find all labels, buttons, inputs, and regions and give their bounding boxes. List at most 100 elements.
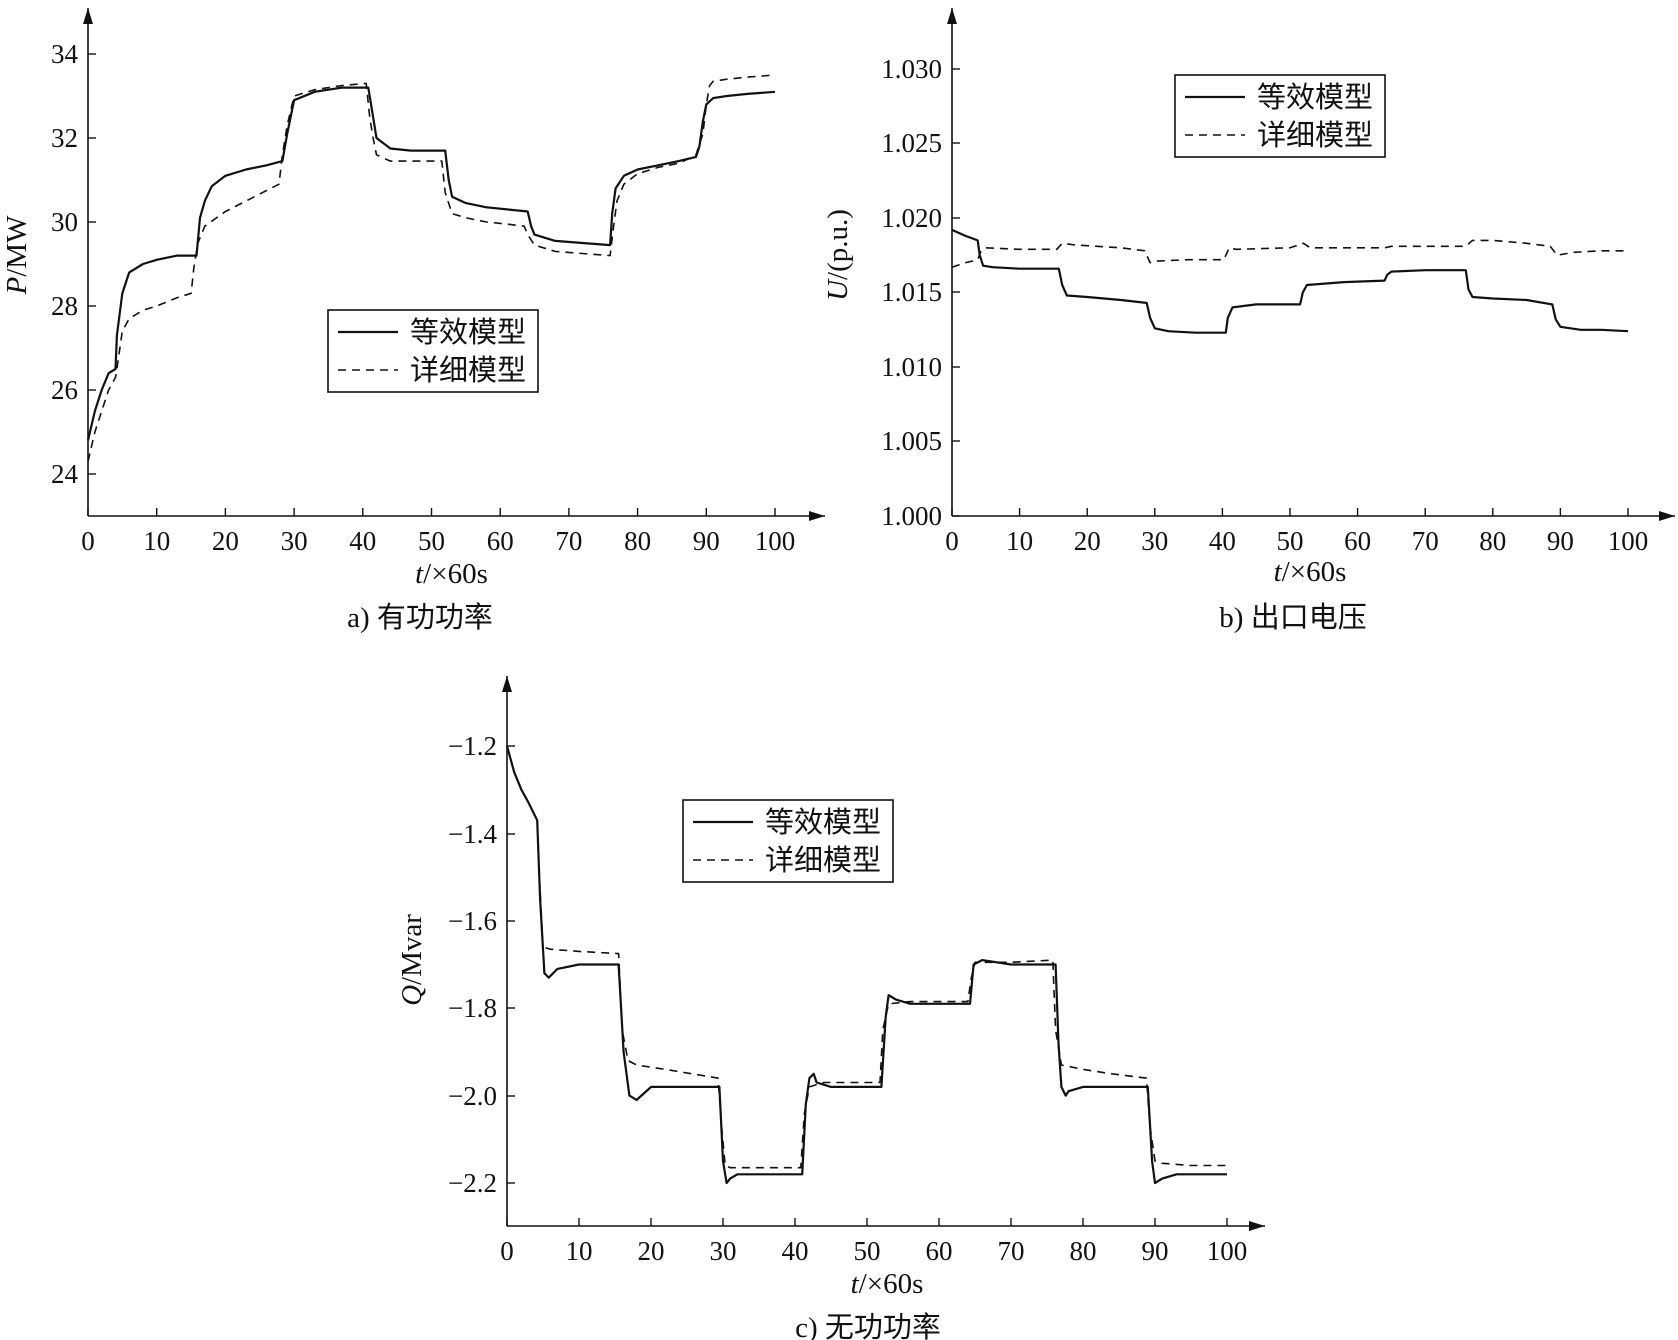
y-tick-label: −1.8: [448, 993, 497, 1023]
x-tick-label: 10: [143, 526, 170, 556]
x-tick-label: 10: [1006, 526, 1033, 556]
legend-box: [1174, 74, 1386, 158]
x-tick-label: 40: [782, 1236, 809, 1266]
x-tick-label: 70: [1412, 526, 1439, 556]
y-tick-label: 1.010: [881, 352, 942, 382]
chart-caption: a) 有功功率: [347, 601, 493, 634]
x-tick-label: 0: [500, 1236, 514, 1266]
x-tick-label: 90: [1142, 1236, 1169, 1266]
x-tick-label: 50: [854, 1236, 881, 1266]
y-tick-label: 32: [51, 123, 78, 153]
x-axis-variable: t: [1274, 556, 1283, 588]
x-tick-label: 10: [566, 1236, 593, 1266]
x-tick-label: 80: [1070, 1236, 1097, 1266]
x-tick-label: 60: [1344, 526, 1371, 556]
x-tick-label: 70: [998, 1236, 1025, 1266]
series-line-detailed: [506, 745, 1227, 1169]
x-tick-label: 0: [945, 526, 959, 556]
y-tick-label: 34: [51, 39, 79, 69]
x-tick-label: 100: [1608, 526, 1649, 556]
chart-outlet-voltage: 0 10 20 30 40 50 60 70 80 90 100 1.000 1.005 1.010 1.0…: [822, 8, 1675, 634]
y-axis-arrow: [502, 676, 512, 692]
series-line-detailed: [87, 74, 776, 462]
series-line-equivalent: [86, 86, 776, 441]
y-tick-label: 1.015: [881, 277, 942, 307]
chart-active-power: 0 10 20 30 40 50 60 70 80 90 100 24 26 28 30 32 34 t/×60s…: [1, 8, 825, 634]
legend-label: 详细模型: [765, 843, 881, 877]
y-axis-arrow: [947, 8, 957, 24]
x-axis-arrow: [1659, 511, 1675, 521]
y-tick-label: 24: [51, 459, 79, 489]
x-tick-label: 20: [638, 1236, 665, 1266]
chart-caption: c) 无功功率: [795, 1311, 941, 1340]
x-tick-label: 100: [1207, 1236, 1248, 1266]
x-tick-label: 100: [755, 526, 796, 556]
y-axis-title: Q/Mvar: [396, 914, 428, 1006]
x-axis-variable: t: [851, 1268, 860, 1300]
x-tick-label: 30: [281, 526, 308, 556]
x-tick-label: 20: [1074, 526, 1101, 556]
x-tick-label: 90: [1547, 526, 1574, 556]
legend-label: 详细模型: [1257, 118, 1373, 152]
y-tick-label: 1.005: [881, 426, 942, 456]
y-tick-label: 1.025: [881, 128, 942, 158]
y-axis-unit: /(p.u.): [822, 209, 854, 280]
legend-box: [682, 799, 894, 883]
legend-label: 等效模型: [765, 805, 881, 839]
y-axis-unit: /Mvar: [396, 914, 428, 985]
x-axis-unit: /×60s: [859, 1268, 924, 1300]
y-axis-variable: Q: [396, 985, 428, 1006]
y-axis-arrow: [83, 8, 93, 24]
chart-caption: b) 出口电压: [1219, 601, 1366, 634]
x-tick-label: 50: [418, 526, 445, 556]
chart-reactive-power: 0 10 20 30 40 50 60 70 80 90 100 −1.2 −1.4 −1.6 −1.8 −2…: [396, 676, 1265, 1340]
y-axis-variable: P: [1, 277, 33, 296]
x-tick-label: 30: [710, 1236, 737, 1266]
y-tick-label: 30: [51, 207, 78, 237]
y-tick-label: 1.020: [881, 203, 942, 233]
y-tick-label: −1.6: [448, 906, 497, 936]
y-tick-label: 28: [51, 291, 78, 321]
x-tick-label: 40: [1209, 526, 1236, 556]
x-axis-arrow: [809, 511, 825, 521]
y-axis-title: P/MW: [1, 215, 33, 296]
legend-label: 等效模型: [410, 315, 526, 349]
y-axis-unit: /MW: [1, 215, 33, 277]
x-axis-title: t/×60s: [851, 1268, 924, 1300]
y-tick-label: −2.0: [448, 1081, 497, 1111]
x-tick-label: 80: [624, 526, 651, 556]
y-axis-title: U/(p.u.): [822, 209, 854, 301]
series-line-detailed: [951, 239, 1628, 268]
x-tick-label: 90: [693, 526, 720, 556]
y-tick-label: −1.4: [448, 819, 497, 849]
legend-label: 详细模型: [410, 353, 526, 387]
y-tick-label: −2.2: [448, 1168, 497, 1198]
x-axis-unit: /×60s: [1282, 556, 1347, 588]
x-tick-label: 50: [1277, 526, 1304, 556]
x-axis-title: t/×60s: [415, 558, 488, 590]
series-line-equivalent: [505, 745, 1227, 1185]
legend-label: 等效模型: [1257, 80, 1373, 114]
x-tick-label: 40: [349, 526, 376, 556]
x-axis-title: t/×60s: [1274, 556, 1347, 588]
x-axis-unit: /×60s: [423, 558, 488, 590]
y-tick-label: 1.000: [881, 501, 942, 531]
x-tick-label: 60: [487, 526, 514, 556]
x-axis-arrow: [1249, 1221, 1265, 1231]
x-tick-label: 60: [926, 1236, 953, 1266]
x-tick-label: 20: [212, 526, 239, 556]
x-tick-label: 80: [1479, 526, 1506, 556]
series-line-equivalent: [951, 228, 1629, 334]
x-tick-label: 0: [81, 526, 95, 556]
y-axis-variable: U: [822, 278, 854, 301]
y-tick-label: 26: [51, 375, 78, 405]
y-tick-label: 1.030: [881, 54, 942, 84]
legend-box: [327, 309, 539, 393]
y-tick-label: −1.2: [448, 731, 497, 761]
x-tick-label: 70: [555, 526, 582, 556]
x-tick-label: 30: [1141, 526, 1168, 556]
